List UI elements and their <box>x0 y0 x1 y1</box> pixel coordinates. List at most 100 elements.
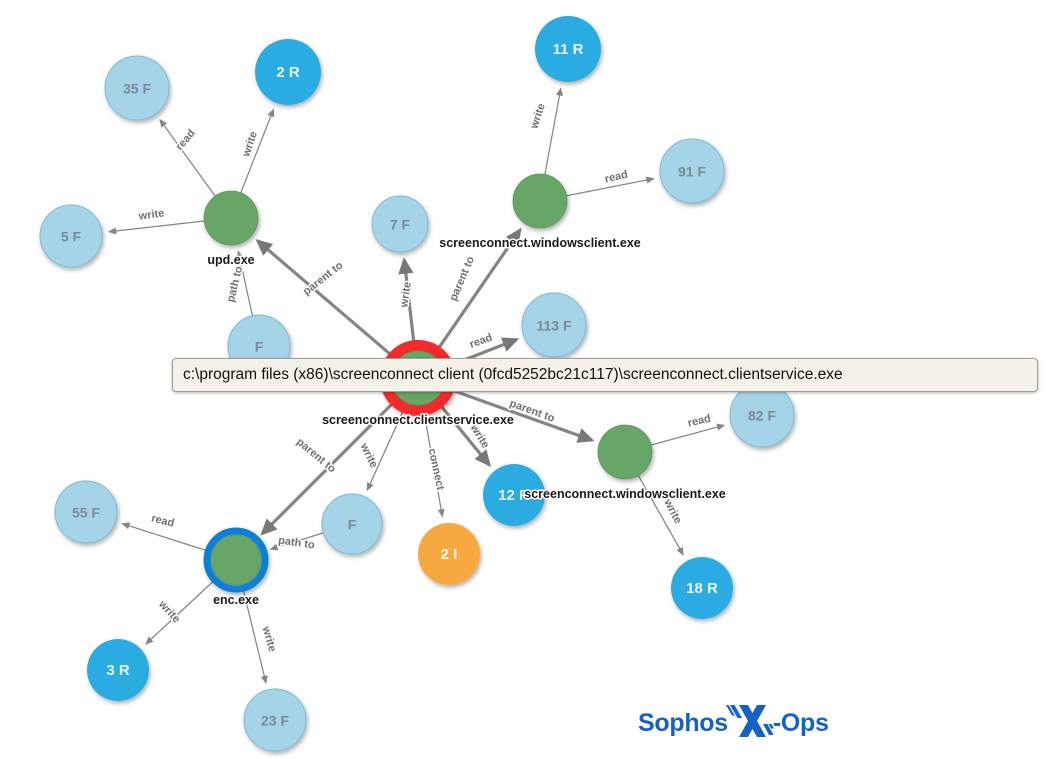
node-name-label: enc.exe <box>213 593 259 607</box>
sophos-xops-logo: Sophos -Ops <box>638 704 829 743</box>
edge-label: write <box>398 281 414 309</box>
node-circle[interactable] <box>203 190 259 246</box>
node-count-label: 82 F <box>748 408 776 424</box>
graph-edge[interactable] <box>159 118 216 197</box>
node-circle[interactable] <box>521 292 587 358</box>
edge-label: parent to <box>294 436 338 476</box>
node-count-label: 55 F <box>72 505 100 521</box>
edge-label: read <box>150 512 175 529</box>
edge-label: parent to <box>301 259 346 298</box>
graph-node[interactable] <box>512 173 568 229</box>
edge-label: write <box>259 624 278 653</box>
node-circle[interactable] <box>321 493 383 555</box>
graph-node[interactable]: 18 R <box>671 557 733 619</box>
node-circle[interactable] <box>659 138 725 204</box>
node-count-label: 11 R <box>553 41 584 58</box>
graph-node[interactable]: 11 R <box>535 16 601 82</box>
node-count-label: 12 R <box>498 487 530 504</box>
node-circle[interactable] <box>87 639 149 701</box>
edge-label: write <box>155 598 182 626</box>
edge-label: connect <box>426 447 447 491</box>
graph-edge[interactable] <box>255 239 395 359</box>
graph-edge[interactable] <box>366 406 406 492</box>
node-count-label: 2 R <box>276 64 300 81</box>
graph-node[interactable]: 91 F <box>659 138 725 204</box>
graph-edge[interactable] <box>145 580 215 645</box>
node-count-label: F <box>348 517 357 533</box>
node-circle[interactable] <box>255 39 321 105</box>
node-name-label: screenconnect.windowsclient.exe <box>439 236 641 250</box>
graph-edge[interactable] <box>121 522 208 552</box>
graph-node[interactable]: 2 I <box>418 523 480 585</box>
node-circle[interactable] <box>243 688 307 752</box>
graph-edge[interactable] <box>260 399 397 536</box>
edge-label: write <box>137 207 165 223</box>
graph-node[interactable]: 23 F <box>243 688 307 752</box>
graph-node[interactable] <box>203 190 259 246</box>
graph-edge[interactable] <box>240 108 275 194</box>
node-circle[interactable] <box>418 523 480 585</box>
node-count-label: F <box>255 339 264 355</box>
node-path-tooltip: c:\program files (x86)\screenconnect cli… <box>172 358 1038 392</box>
node-circle[interactable] <box>483 464 545 526</box>
node-count-label: 113 F <box>536 318 571 334</box>
tooltip-text: c:\program files (x86)\screenconnect cli… <box>183 366 843 384</box>
graph-node[interactable] <box>203 527 269 593</box>
node-name-label: screenconnect.clientservice.exe <box>322 413 514 427</box>
node-circle[interactable] <box>39 204 103 268</box>
node-name-label: upd.exe <box>207 253 254 267</box>
graph-edge[interactable] <box>637 475 684 556</box>
node-count-label: 2 I <box>441 546 458 563</box>
edge-label: parent to <box>448 255 478 303</box>
graph-edge[interactable] <box>422 409 445 518</box>
logo-x-mark <box>725 704 774 743</box>
graph-node[interactable]: 3 R <box>87 639 149 701</box>
node-count-label: 3 R <box>106 662 130 679</box>
graph-edge[interactable] <box>566 176 655 197</box>
edge-label: read <box>174 127 198 153</box>
node-circle[interactable] <box>597 424 653 480</box>
node-count-label: 18 R <box>686 580 718 597</box>
node-circle[interactable] <box>371 195 429 253</box>
graph-node[interactable] <box>597 424 653 480</box>
graph-edge[interactable] <box>242 588 268 684</box>
edge-label: write <box>528 102 548 131</box>
edge-label: parent to <box>508 397 557 424</box>
graph-edge[interactable] <box>437 401 491 467</box>
edge-label: write <box>357 441 379 470</box>
graph-edge[interactable] <box>398 257 416 347</box>
node-circle[interactable] <box>535 16 601 82</box>
edge-label: read <box>468 332 494 351</box>
graph-node[interactable]: 2 R <box>255 39 321 105</box>
graph-edge[interactable] <box>434 227 522 353</box>
graph-edge[interactable] <box>650 423 726 446</box>
graph-edge[interactable] <box>447 387 595 443</box>
graph-node[interactable]: 113 F <box>521 292 587 358</box>
logo-word-sophos: Sophos <box>638 709 728 737</box>
node-circle[interactable] <box>210 534 262 586</box>
node-circle[interactable] <box>104 55 170 121</box>
graph-node[interactable]: 55 F <box>54 480 118 544</box>
graph-node[interactable]: 7 F <box>371 195 429 253</box>
node-count-label: 91 F <box>678 164 706 180</box>
graph-edge[interactable] <box>269 532 324 551</box>
node-circle[interactable] <box>512 173 568 229</box>
graph-node[interactable]: 12 R <box>483 464 545 526</box>
node-labels-layer: upd.exe screenconnect.windowsclient.exe sc… <box>206 235 727 609</box>
graph-node[interactable]: F <box>321 493 383 555</box>
graph-edge[interactable] <box>236 250 254 316</box>
node-name-label: screenconnect.windowsclient.exe <box>524 487 726 501</box>
graph-node[interactable]: 82 F <box>729 382 795 448</box>
graph-edge[interactable] <box>544 87 563 175</box>
node-circle[interactable] <box>671 557 733 619</box>
node-circle[interactable] <box>54 480 118 544</box>
edge-label: read <box>604 169 629 186</box>
graph-edge[interactable] <box>107 220 205 235</box>
edge-label: read <box>687 413 712 430</box>
graph-node[interactable]: 35 F <box>104 55 170 121</box>
nodes-layer: 35 F 2 R 11 R 91 F 5 F 7 F F 113 F 82 F 12 R 55 F F… <box>39 16 795 752</box>
node-count-label: 23 F <box>261 713 289 729</box>
graph-node[interactable]: 5 F <box>39 204 103 268</box>
